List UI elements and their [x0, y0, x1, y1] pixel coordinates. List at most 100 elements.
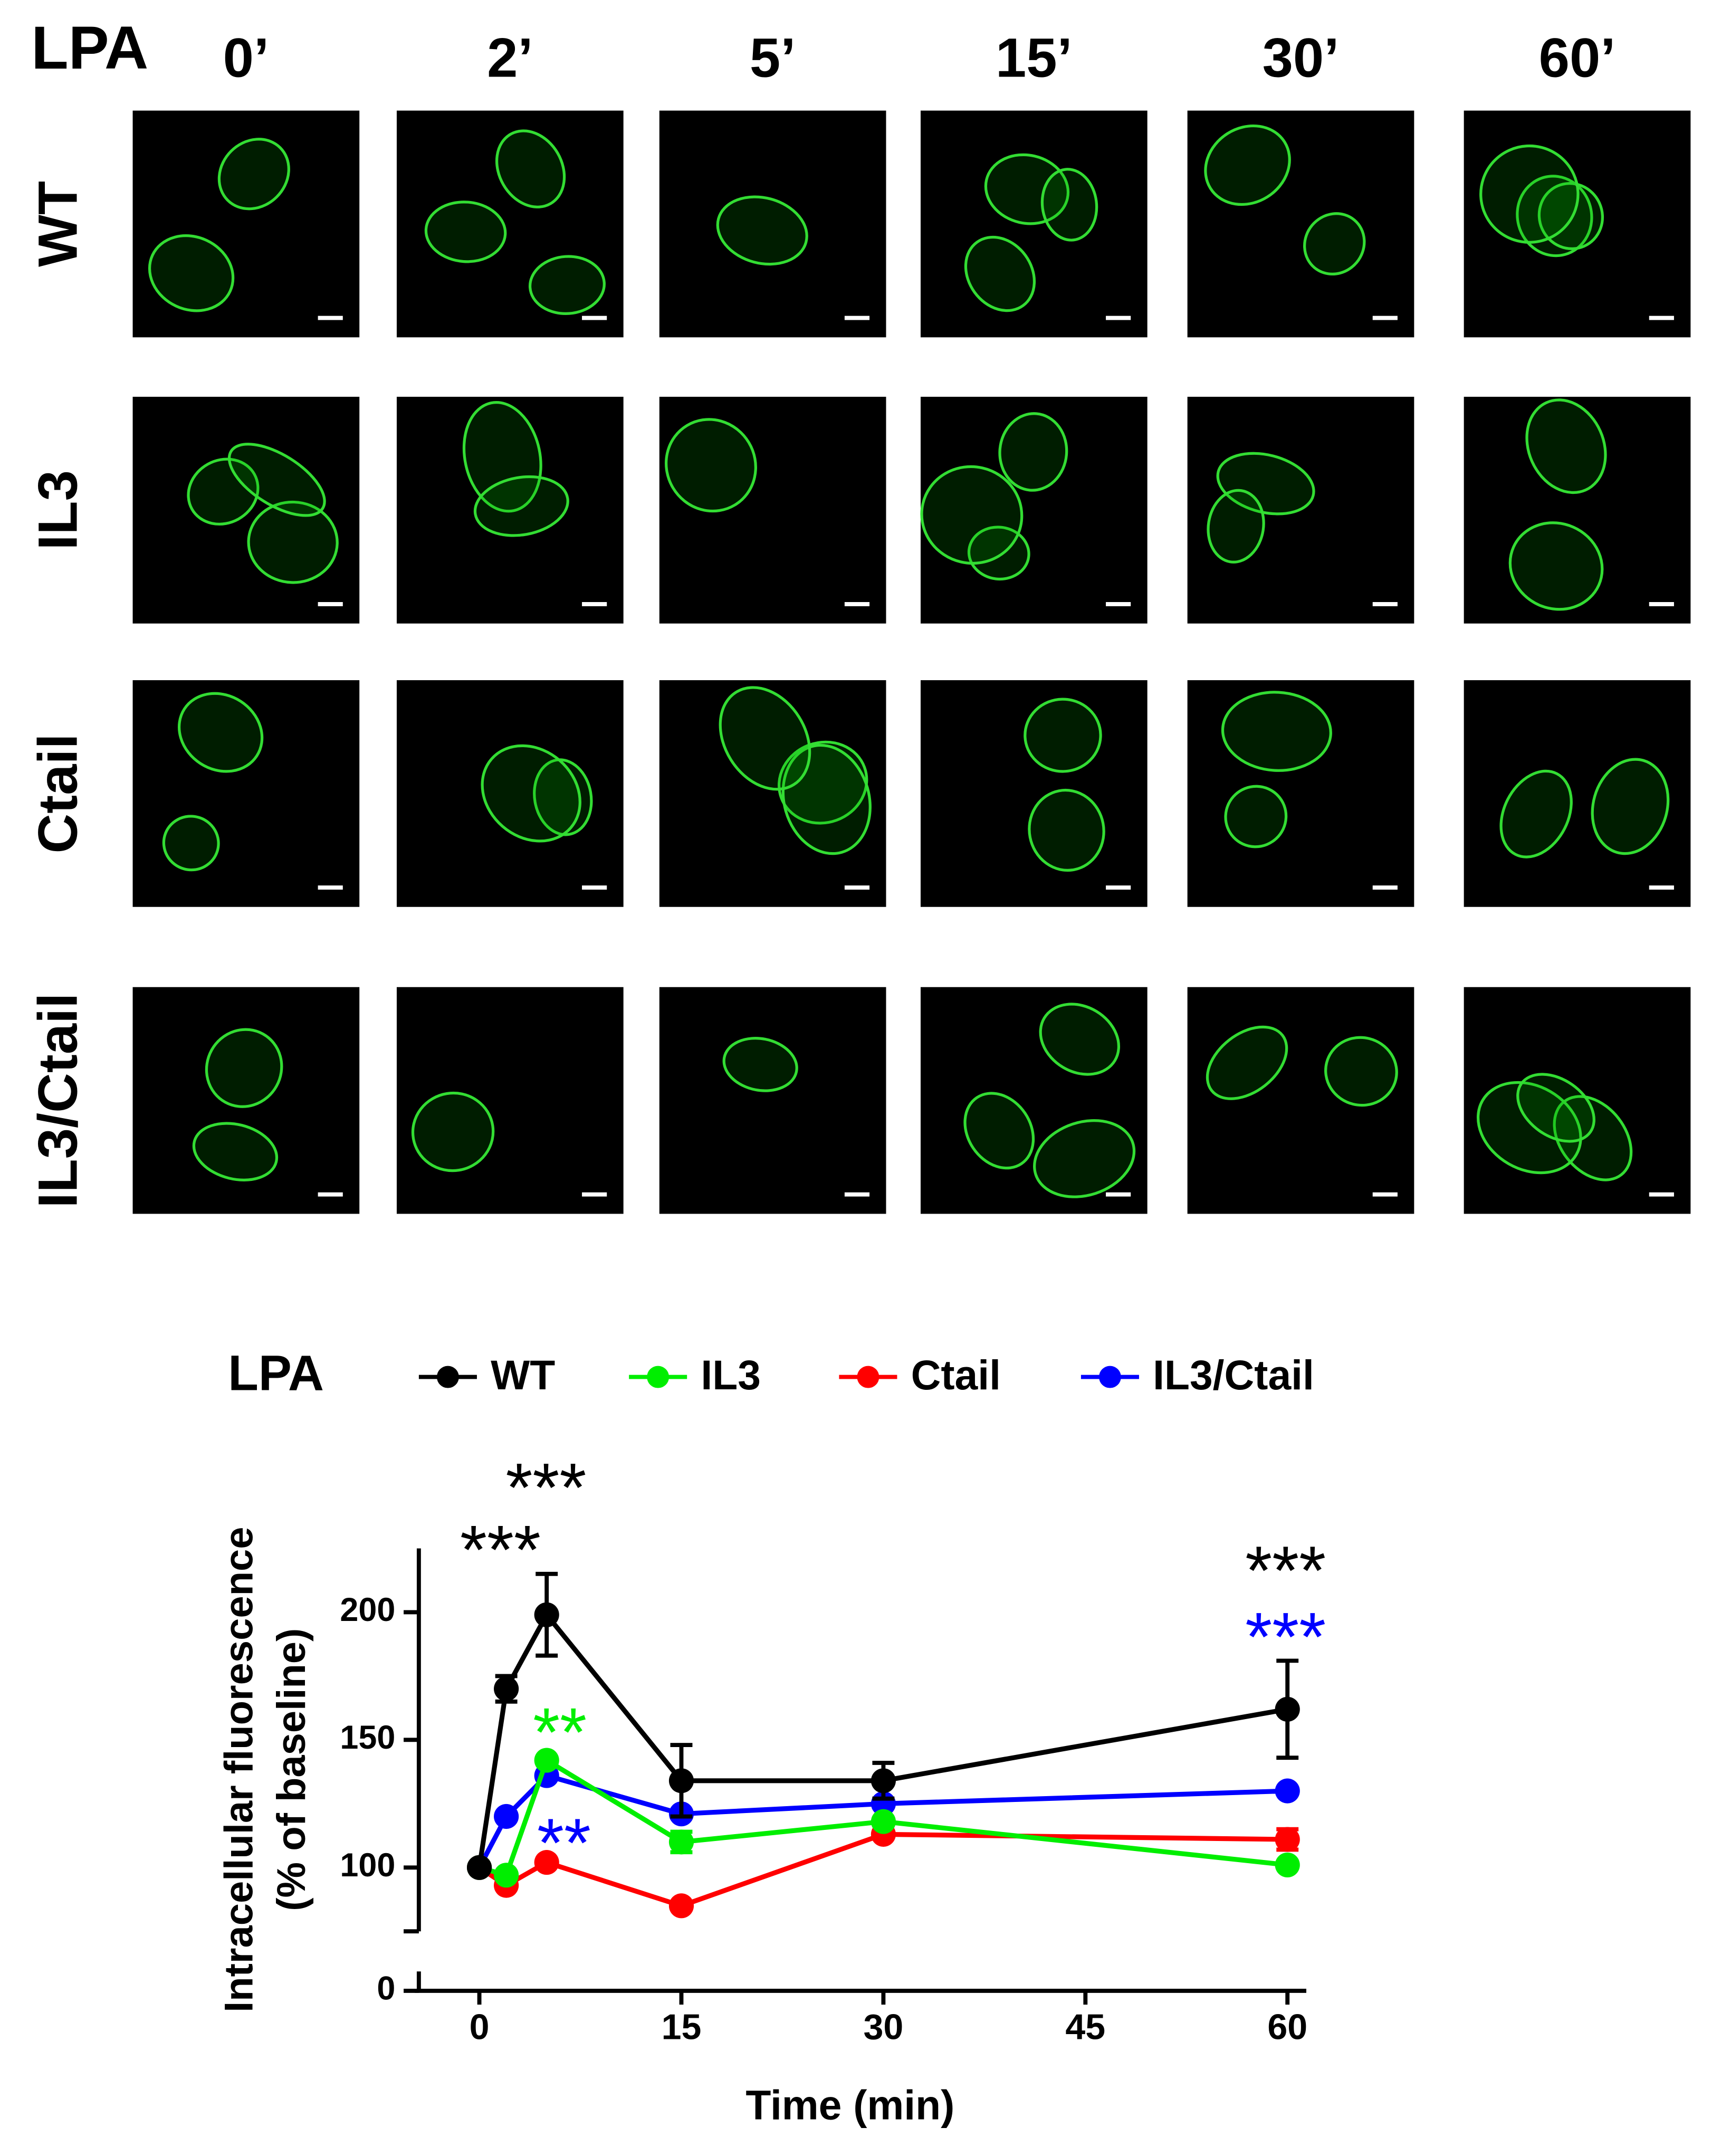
- micrograph-background: [1187, 987, 1414, 1214]
- legend-marker: [436, 1366, 459, 1388]
- cell: [462, 401, 542, 513]
- micrograph: [659, 110, 886, 338]
- cell: [473, 475, 569, 537]
- cell: [1516, 175, 1593, 257]
- x-tick-label: 60: [1267, 2007, 1307, 2047]
- data-point: [668, 1893, 694, 1919]
- treatment-label: LPA: [31, 14, 148, 82]
- micrograph: [1464, 680, 1691, 907]
- micrograph: [1187, 396, 1414, 624]
- cell: [528, 255, 606, 316]
- cell: [481, 744, 581, 843]
- micrograph: [659, 396, 886, 624]
- cell: [227, 443, 326, 517]
- micrograph: [396, 987, 624, 1214]
- data-point: [494, 1863, 519, 1888]
- micrograph-background: [659, 396, 886, 624]
- legend-marker: [647, 1366, 670, 1388]
- micrograph: [132, 396, 360, 624]
- x-tick-label: 45: [1065, 2007, 1105, 2047]
- y-tick-label: 150: [340, 1719, 395, 1756]
- y-axis-title: Intracellular fluorescence: [217, 1527, 262, 2012]
- legend-title: LPA: [228, 1346, 324, 1401]
- data-point: [871, 1768, 896, 1794]
- micrograph: [1187, 680, 1414, 907]
- cell: [1221, 691, 1332, 772]
- micrograph-background: [396, 987, 624, 1214]
- data-point: [1275, 1778, 1300, 1804]
- significance-mark: ***: [460, 1511, 541, 1588]
- cell: [1479, 144, 1580, 244]
- cell: [424, 201, 507, 263]
- cell: [177, 692, 264, 773]
- cell: [1324, 1036, 1398, 1107]
- cell: [162, 815, 220, 872]
- cell: [963, 1092, 1035, 1170]
- data-point: [534, 1602, 559, 1627]
- significance-mark: **: [533, 1693, 587, 1771]
- cell: [1206, 1025, 1288, 1100]
- row-label: WT: [27, 181, 89, 267]
- time-label: 15’: [996, 27, 1073, 89]
- cell: [716, 195, 808, 266]
- cell: [984, 153, 1070, 225]
- time-label: 30’: [1263, 27, 1340, 89]
- data-point: [494, 1804, 519, 1829]
- micrograph-background: [920, 987, 1148, 1214]
- cell: [192, 1122, 279, 1181]
- y-tick-label: 0: [377, 1970, 395, 2007]
- data-point: [668, 1768, 694, 1794]
- micrograph-background: [920, 396, 1148, 624]
- cell: [217, 138, 290, 211]
- cell: [1216, 452, 1315, 516]
- micrograph-background: [396, 680, 624, 907]
- time-label: 0’: [223, 27, 269, 89]
- cell: [1028, 788, 1105, 872]
- micrograph-background: [132, 680, 360, 907]
- cell: [1039, 1003, 1121, 1076]
- cell: [1303, 212, 1366, 276]
- micrograph: [1187, 987, 1414, 1214]
- micrograph-background: [132, 987, 360, 1214]
- legend-marker: [1098, 1366, 1121, 1388]
- time-label: 60’: [1539, 27, 1616, 89]
- micrograph: [659, 680, 886, 907]
- micrograph-background: [1464, 110, 1691, 338]
- micrograph: [1187, 110, 1414, 338]
- cell: [722, 1037, 798, 1092]
- micrograph: [132, 987, 360, 1214]
- x-tick-label: 30: [864, 2007, 904, 2047]
- legend-label: IL3: [701, 1352, 761, 1398]
- micrograph-background: [659, 110, 886, 338]
- y-axis-title: (% of baseline): [269, 1628, 314, 1911]
- cell: [1508, 521, 1604, 611]
- significance-mark: ***: [505, 1448, 586, 1526]
- data-point: [466, 1855, 492, 1880]
- cell: [1024, 698, 1102, 773]
- row-label: Ctail: [27, 733, 89, 853]
- row-label: IL3: [27, 470, 89, 550]
- micrograph: [659, 987, 886, 1214]
- data-point: [1275, 1696, 1300, 1722]
- micrograph: [920, 110, 1148, 338]
- micrograph: [920, 396, 1148, 624]
- micrograph: [396, 110, 624, 338]
- data-point: [494, 1676, 519, 1702]
- micrograph-background: [396, 110, 624, 338]
- cell: [719, 686, 811, 791]
- data-point: [871, 1809, 896, 1834]
- micrograph-background: [1464, 396, 1691, 624]
- micrograph-background: [1187, 110, 1414, 338]
- cell: [964, 235, 1036, 312]
- data-point: [1275, 1852, 1300, 1878]
- significance-mark: ***: [1245, 1531, 1326, 1609]
- significance-mark: **: [537, 1804, 591, 1882]
- cell: [411, 1091, 495, 1172]
- cell: [148, 234, 235, 312]
- legend-label: WT: [491, 1352, 555, 1398]
- micrograph: [396, 396, 624, 624]
- x-axis-title: Time (min): [745, 2082, 954, 2128]
- x-tick-label: 0: [470, 2007, 490, 2047]
- cell: [495, 129, 566, 208]
